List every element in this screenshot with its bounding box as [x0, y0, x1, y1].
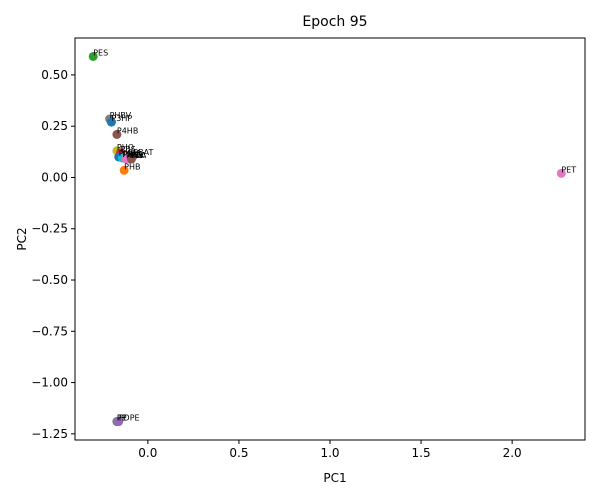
data-point-pes — [88, 51, 98, 61]
point-label-phbv: PHBV — [110, 111, 132, 120]
y-axis: 0.50 0.25 0.00 −0.25 −0.50 −0.75 −1.00 −1.25 — [31, 68, 75, 441]
data-point-p3hp — [106, 117, 116, 127]
point-label-phb: PHB — [124, 162, 140, 171]
point-label-pea: PEA — [126, 151, 142, 160]
y-tick-label: −0.25 — [31, 222, 68, 236]
x-axis: 0.0 0.5 1.0 1.5 2.0 — [138, 440, 522, 460]
y-tick-label: −1.25 — [31, 427, 68, 441]
chart-title: Epoch 95 — [302, 14, 367, 30]
y-tick-label: −0.75 — [31, 324, 68, 338]
y-tick-label: −1.00 — [31, 376, 68, 390]
x-axis-title: PC1 — [323, 471, 346, 485]
point-label-pdpe: PDPE — [119, 414, 140, 423]
point-label-pe: PE — [117, 414, 127, 423]
x-tick-label: 0.5 — [229, 446, 248, 460]
x-tick-label: 2.0 — [503, 446, 522, 460]
point-label-pp: PP — [117, 414, 127, 423]
point-label-pbsa: PBSA — [122, 150, 143, 159]
data-points — [88, 51, 566, 427]
point-label-pcl: PCL — [130, 151, 145, 160]
plot-area — [74, 37, 586, 441]
point-label-pho: PHO — [117, 143, 134, 152]
y-tick-label: 0.00 — [41, 170, 68, 184]
y-tick-label: −0.50 — [31, 273, 68, 287]
point-label-pet: PET — [561, 165, 576, 174]
point-label-p4hb: P4HB — [117, 126, 138, 135]
data-point-p4hb — [112, 129, 122, 139]
point-label-pbat: PBAT — [133, 148, 153, 157]
data-point-pet — [556, 168, 566, 178]
point-labels: PESPHBVP3HPP4HBPHOPBSPMBAPBSAPBATPCLPEAP… — [93, 48, 576, 422]
point-label-pbs: PBS — [121, 145, 136, 154]
data-point-pla — [126, 154, 136, 164]
data-point-phb — [119, 165, 129, 175]
x-tick-label: 1.5 — [412, 446, 431, 460]
point-label-pes: PES — [93, 48, 108, 57]
y-tick-label: 0.25 — [41, 119, 68, 133]
point-label-p3hp: P3HP — [111, 114, 132, 123]
y-axis-title: PC2 — [15, 227, 29, 250]
data-point-pdpe — [114, 417, 124, 427]
point-label-pla: PLA — [131, 151, 146, 160]
point-label-pmba: PMBA — [119, 149, 142, 158]
x-tick-label: 1.0 — [320, 446, 339, 460]
y-tick-label: 0.50 — [41, 68, 68, 82]
x-tick-label: 0.0 — [138, 446, 157, 460]
